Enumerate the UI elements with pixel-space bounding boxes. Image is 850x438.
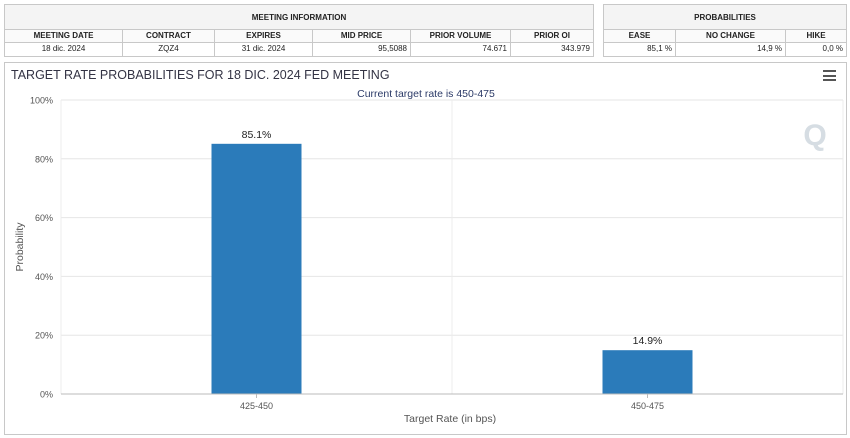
y-axis-label: Probability xyxy=(14,222,26,272)
y-tick-label: 40% xyxy=(35,272,53,282)
col-meeting-date: MEETING DATE xyxy=(5,30,123,42)
probabilities-table: PROBABILITIES EASE NO CHANGE HIKE 85,1 %… xyxy=(603,4,847,57)
meeting-table-row: 18 dic. 2024 ZQZ4 31 dic. 2024 95,5088 7… xyxy=(5,43,593,56)
y-tick-label: 100% xyxy=(30,96,53,106)
probability-chart: TARGET RATE PROBABILITIES FOR 18 DIC. 20… xyxy=(11,68,844,425)
prior-oi-value: 343.979 xyxy=(561,44,590,53)
y-tick-label: 80% xyxy=(35,154,53,164)
data-label: 14.9% xyxy=(633,335,663,347)
expires-value: 31 dic. 2024 xyxy=(215,43,313,56)
probabilities-header-row: EASE NO CHANGE HIKE xyxy=(604,30,846,43)
grid-lines xyxy=(60,99,844,394)
bars: 85.1% 14.9% xyxy=(211,129,693,394)
hike-value: 0,0 % xyxy=(822,44,843,53)
col-hike: HIKE xyxy=(786,30,846,42)
no-change-value: 14,9 % xyxy=(676,43,786,56)
col-ease: EASE xyxy=(604,30,676,42)
col-prior-oi: PRIOR OI xyxy=(511,30,593,42)
bar-450-475[interactable] xyxy=(602,350,693,394)
mid-price-value: 95,5088 xyxy=(313,43,411,56)
probabilities-row: 85,1 % 14,9 % 0,0 % xyxy=(604,43,846,56)
meeting-information-title: MEETING INFORMATION xyxy=(5,5,593,30)
bar-425-450[interactable] xyxy=(211,143,302,394)
col-contract: CONTRACT xyxy=(123,30,215,42)
y-tick-label: 20% xyxy=(35,331,53,341)
meeting-information-table: MEETING INFORMATION MEETING DATE CONTRAC… xyxy=(4,4,594,57)
prior-volume-value: 74.671 xyxy=(411,43,511,56)
axes: 0% 20% 40% 60% 80% 100% 425-450 450-475 xyxy=(30,96,843,411)
meeting-date-value: 18 dic. 2024 xyxy=(5,43,123,56)
y-tick-label: 60% xyxy=(35,213,53,223)
y-tick-label: 0% xyxy=(40,390,53,400)
menu-icon[interactable] xyxy=(823,70,836,81)
chart-title: TARGET RATE PROBABILITIES FOR 18 DIC. 20… xyxy=(11,68,390,82)
col-no-change: NO CHANGE xyxy=(676,30,786,42)
col-mid-price: MID PRICE xyxy=(313,30,411,42)
x-tick-label: 425-450 xyxy=(240,401,273,411)
probabilities-title: PROBABILITIES xyxy=(604,5,846,30)
chart-panel: TARGET RATE PROBABILITIES FOR 18 DIC. 20… xyxy=(4,62,847,435)
contract-value: ZQZ4 xyxy=(123,43,215,56)
x-tick-label: 450-475 xyxy=(631,401,664,411)
ease-value: 85,1 % xyxy=(604,43,676,56)
col-prior-volume: PRIOR VOLUME xyxy=(411,30,511,42)
meeting-table-header-row: MEETING DATE CONTRACT EXPIRES MID PRICE … xyxy=(5,30,593,43)
chart-subtitle: Current target rate is 450-475 xyxy=(357,88,495,100)
watermark-logo: Q xyxy=(803,119,826,152)
col-expires: EXPIRES xyxy=(215,30,313,42)
data-label: 85.1% xyxy=(242,129,272,141)
x-axis-label: Target Rate (in bps) xyxy=(404,413,496,425)
